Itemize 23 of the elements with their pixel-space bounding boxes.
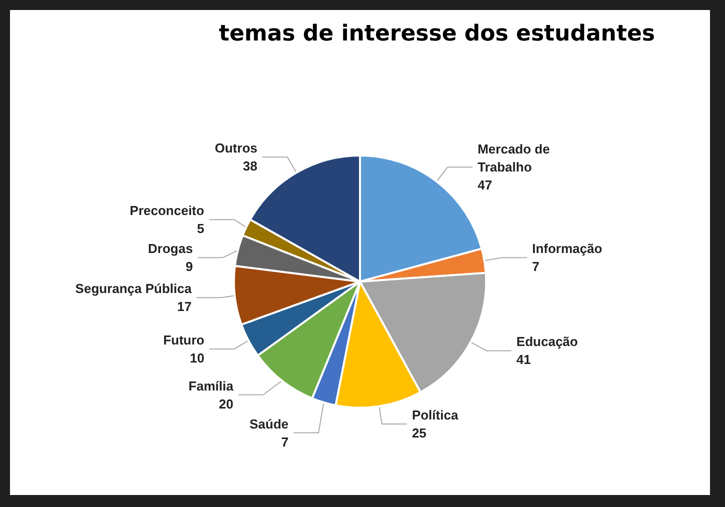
data-label: 38 <box>242 158 258 174</box>
slice-label: Futuro <box>163 332 204 348</box>
slice-label: Família <box>188 378 234 394</box>
slice-label: Mercado de Trabalho <box>478 142 550 175</box>
slice-label: Drogas <box>148 241 193 256</box>
data-label: 5 <box>196 221 204 236</box>
chart-title: temas de interesse dos estudantes <box>218 22 656 46</box>
data-label: 41 <box>516 352 531 368</box>
data-label: 17 <box>177 299 192 314</box>
data-label: 7 <box>532 259 540 274</box>
slice-label: Educação <box>516 334 578 350</box>
slice-label: Segurança Pública <box>75 281 192 296</box>
data-label: 9 <box>186 259 193 274</box>
slice-label: Saúde <box>250 416 289 432</box>
data-label: 7 <box>281 434 289 450</box>
data-label: 20 <box>218 396 234 412</box>
slice-label: Outros <box>214 140 258 156</box>
slice-label: Política <box>412 408 459 423</box>
data-label: 47 <box>478 178 492 193</box>
slice-label: Preconceito <box>130 203 204 218</box>
data-label: 25 <box>412 426 426 441</box>
slice-label: Informação <box>532 241 602 256</box>
data-label: 10 <box>190 350 204 366</box>
